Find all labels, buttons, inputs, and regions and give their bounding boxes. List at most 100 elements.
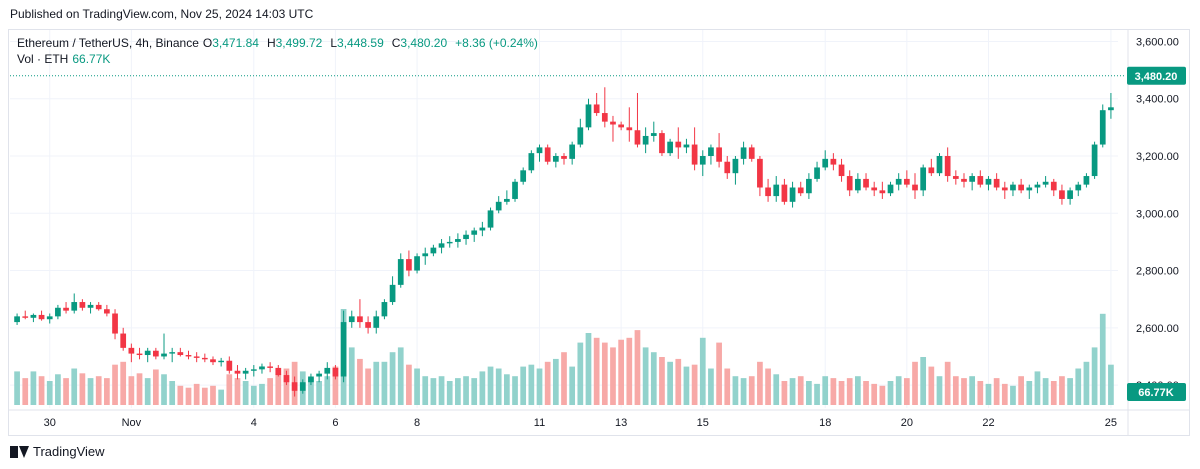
volume-bar	[536, 368, 543, 405]
volume-bar	[716, 342, 722, 405]
candle-body	[650, 133, 657, 136]
volume-bar	[822, 376, 829, 405]
volume-bar	[585, 333, 592, 405]
candle-body	[275, 367, 282, 376]
volume-bar	[667, 361, 673, 405]
volume-bar	[650, 352, 657, 405]
candle-body	[1018, 184, 1024, 191]
candle-body	[536, 147, 543, 154]
volume-bar	[683, 366, 690, 405]
candle-body	[757, 158, 763, 188]
volume-bar	[789, 378, 796, 405]
x-tick-label: 22	[982, 417, 994, 429]
volume-bar	[977, 381, 984, 405]
volume-bar	[952, 376, 959, 405]
volume-bar	[871, 383, 878, 405]
candle-body	[316, 373, 322, 377]
candle-body	[120, 333, 127, 348]
volume-bar	[887, 381, 894, 405]
candle-body	[63, 307, 69, 311]
candle-body	[846, 176, 853, 191]
candle-body	[504, 198, 510, 202]
candle-body	[389, 284, 396, 303]
volume-bar	[463, 376, 469, 405]
volume-bar	[1001, 383, 1008, 405]
volume-bar	[397, 347, 404, 405]
last-price-badge	[1127, 66, 1186, 85]
volume-bar	[985, 383, 992, 405]
candle-body	[128, 347, 135, 354]
candle-body	[520, 170, 527, 182]
volume-bar	[1034, 371, 1041, 405]
volume-bar	[610, 347, 616, 405]
volume-bar	[1042, 378, 1049, 405]
volume-bar	[732, 376, 739, 405]
candle-body	[642, 135, 649, 145]
volume-bar	[846, 378, 853, 405]
candle-body	[855, 178, 861, 191]
candle-body	[397, 259, 404, 285]
candle-body	[259, 366, 265, 370]
candle-body	[577, 127, 584, 145]
x-tick-label: 13	[615, 417, 627, 429]
volume-bar	[863, 381, 869, 405]
volume-bar	[903, 378, 910, 405]
volume-bar	[259, 383, 265, 405]
candle-body	[708, 147, 714, 156]
volume-bar	[1026, 381, 1033, 405]
volume-bar	[561, 352, 567, 405]
x-tick-label: 11	[534, 417, 545, 429]
candle-body	[797, 187, 804, 194]
volume-bar	[365, 368, 371, 405]
candle-body	[961, 178, 967, 182]
symbol-label: Ethereum / TetherUS, 4h, Binance	[17, 36, 199, 50]
volume-bar	[373, 361, 380, 405]
volume-bar	[1075, 368, 1082, 405]
volume-bar	[55, 374, 61, 405]
volume-bar	[177, 385, 184, 405]
volume-bar	[806, 381, 812, 405]
candle-body	[724, 161, 731, 174]
volume-bar	[79, 373, 86, 405]
volume-bar	[242, 381, 249, 405]
volume-bar	[226, 374, 233, 405]
candle-body	[299, 382, 306, 391]
volume-bar	[316, 381, 322, 405]
volume-bar	[626, 337, 633, 405]
volume-bar	[634, 330, 641, 405]
volume-bar	[601, 342, 608, 405]
volume-bar	[659, 357, 665, 405]
candle-body	[169, 352, 176, 354]
volume-bar	[495, 368, 502, 405]
candle-body	[544, 147, 551, 162]
candle-body	[1010, 184, 1016, 191]
volume-bar	[479, 371, 486, 405]
x-tick-label: 30	[44, 417, 56, 429]
volume-label: Vol · ETH	[17, 52, 69, 66]
volume-bar	[830, 378, 837, 405]
candle-body	[234, 370, 241, 374]
volume-bar	[936, 376, 943, 405]
candle-body	[569, 144, 576, 159]
volume-bar	[552, 358, 559, 405]
x-tick-label: 20	[901, 417, 913, 429]
candle-body	[781, 184, 788, 202]
candle-body	[348, 316, 355, 323]
volume-bar	[104, 378, 110, 405]
candle-body	[659, 133, 665, 154]
candle-body	[944, 156, 951, 177]
x-tick-label: Nov	[122, 417, 142, 429]
volume-bar	[593, 337, 600, 405]
volume-bar	[210, 385, 216, 405]
x-tick-label: 8	[414, 417, 420, 429]
candle-body	[528, 153, 535, 171]
chart-frame	[8, 29, 1190, 436]
candle-body	[863, 178, 869, 188]
candle-body	[218, 360, 225, 363]
candle-body	[1108, 107, 1114, 111]
volume-bar	[161, 374, 167, 405]
candle-body	[430, 247, 437, 254]
y-tick-label: 3,400.00	[1136, 94, 1179, 106]
candle-body	[626, 127, 633, 131]
